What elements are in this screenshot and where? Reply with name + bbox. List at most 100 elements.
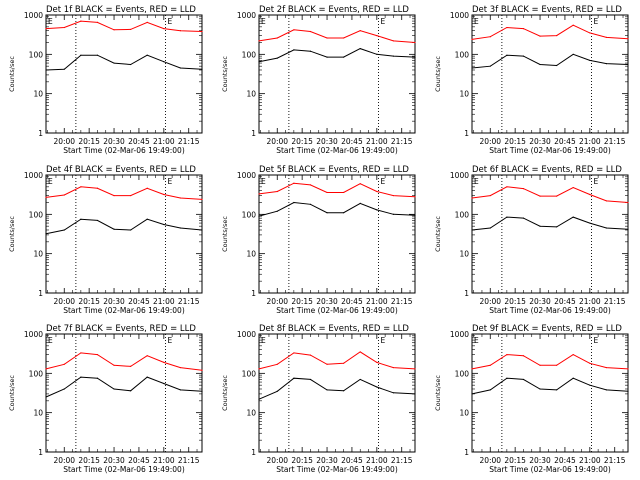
data-point-lld (130, 28, 132, 31)
series-line-events (258, 201, 416, 217)
data-point-events (359, 47, 361, 50)
plot-frame (258, 333, 416, 453)
series-line-events (45, 376, 203, 398)
data-point-lld (556, 34, 558, 37)
series-line-lld (258, 182, 416, 198)
x-tick-label: 20:15 (291, 297, 313, 306)
data-point-events (359, 202, 361, 204)
data-point-lld (489, 364, 491, 366)
event-marker-label: E (48, 17, 53, 26)
data-point-lld (201, 198, 203, 200)
data-point-lld (414, 41, 416, 44)
data-point-events (556, 64, 558, 67)
data-point-lld (572, 24, 574, 26)
x-tick-label: 20:30 (103, 297, 125, 306)
x-tick-label: 21:15 (604, 456, 626, 465)
data-point-events (276, 210, 278, 212)
data-point-events (506, 377, 508, 379)
panel-title: Det 2f BLACK = Events, RED = LLD (259, 5, 409, 15)
data-point-lld (343, 37, 345, 39)
data-point-lld (506, 26, 508, 29)
data-point-events (163, 61, 165, 63)
data-point-lld (326, 37, 328, 39)
data-point-lld (627, 38, 629, 40)
x-tick-label: 20:45 (128, 137, 150, 146)
series-line-lld (471, 354, 629, 370)
data-point-events (326, 389, 328, 391)
plot-frame (471, 174, 629, 294)
data-point-events (201, 68, 203, 70)
y-axis-label: Counts/sec (221, 56, 229, 92)
event-marker-label: E (593, 17, 598, 26)
data-point-lld (201, 30, 203, 33)
panel-title: Det 8f BLACK = Events, RED = LLD (259, 324, 409, 334)
x-tick-label: 20:45 (554, 456, 576, 465)
event-marker-label: E (167, 336, 172, 345)
data-point-events (146, 54, 148, 56)
x-tick-label: 21:00 (366, 297, 388, 306)
data-point-events (179, 389, 182, 391)
data-point-lld (293, 352, 295, 354)
data-point-events (471, 67, 473, 69)
data-point-events (392, 55, 395, 57)
x-tick-label: 20:30 (103, 456, 125, 465)
y-tick-label: 1 (251, 448, 256, 457)
y-tick-label: 10 (33, 250, 43, 259)
panel-title: Det 9f BLACK = Events, RED = LLD (472, 324, 622, 334)
series-line-events (45, 54, 203, 71)
x-tick-label: 21:00 (153, 456, 175, 465)
data-point-lld (589, 32, 591, 34)
y-tick-label: 10 (33, 90, 43, 99)
data-point-events (605, 227, 608, 229)
chart-panel-8: Det 8f BLACK = Events, RED = LLD 1 10 100 10… (221, 324, 416, 474)
data-point-events (589, 59, 591, 62)
x-tick-label: 20:30 (529, 297, 551, 306)
event-marker-label: E (48, 177, 53, 186)
data-point-lld (63, 26, 65, 29)
data-point-lld (414, 196, 416, 198)
x-tick-label: 20:45 (341, 137, 363, 146)
y-axis-label: Counts/sec (434, 216, 442, 252)
chart-panel-5: Det 5f BLACK = Events, RED = LLD 1 10 100 10… (221, 165, 416, 315)
x-tick-label: 21:15 (391, 456, 413, 465)
y-tick-label: 1000 (24, 330, 43, 339)
x-tick-label: 20:30 (529, 456, 551, 465)
data-point-lld (258, 368, 260, 370)
data-point-lld (326, 363, 328, 365)
data-point-events (489, 389, 491, 391)
x-tick-label: 21:00 (366, 137, 388, 146)
panel-title: Det 5f BLACK = Events, RED = LLD (259, 165, 409, 175)
data-point-events (627, 390, 629, 392)
y-tick-label: 1000 (237, 171, 256, 180)
data-point-lld (63, 363, 65, 365)
data-point-events (63, 229, 65, 231)
y-tick-label: 1000 (24, 171, 43, 180)
data-point-events (163, 223, 165, 226)
y-tick-label: 1 (464, 289, 469, 298)
y-tick-label: 10 (459, 250, 469, 259)
data-point-lld (343, 191, 345, 194)
y-tick-label: 10 (459, 409, 469, 418)
x-tick-label: 21:00 (153, 137, 175, 146)
data-point-lld (589, 193, 591, 196)
x-tick-label: 20:45 (341, 456, 363, 465)
y-tick-label: 100 (455, 50, 470, 59)
y-axis-label: Counts/sec (434, 56, 442, 92)
data-point-lld (80, 186, 82, 188)
data-point-lld (359, 351, 361, 353)
y-axis-label: Counts/sec (221, 375, 229, 411)
data-point-events (539, 225, 541, 227)
data-point-lld (572, 353, 574, 356)
series-line-lld (471, 186, 629, 203)
y-tick-label: 100 (29, 210, 44, 219)
y-tick-label: 10 (33, 409, 43, 418)
x-tick-label: 20:15 (78, 137, 100, 146)
y-tick-label: 100 (242, 210, 257, 219)
x-tick-label: 20:00 (266, 456, 288, 465)
x-tick-label: 20:00 (53, 137, 75, 146)
data-point-lld (556, 195, 558, 197)
data-point-lld (146, 21, 148, 23)
plot-frame (45, 14, 203, 134)
data-point-events (113, 62, 115, 64)
series-line-events (471, 216, 629, 231)
